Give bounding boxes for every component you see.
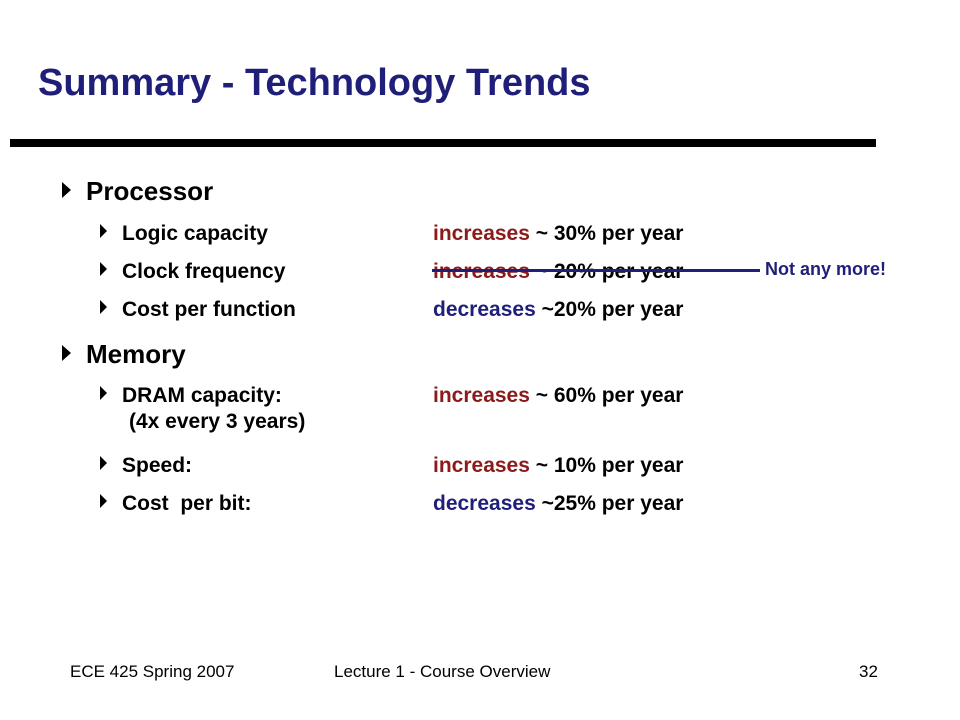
item-trend: increases ~ 30% per year (433, 222, 683, 246)
item-trend: increases ~ 60% per year (433, 384, 683, 408)
bullet-arrow-icon (100, 494, 107, 509)
item-trend: decreases ~20% per year (433, 298, 683, 322)
bullet-arrow-icon (100, 262, 107, 277)
item-label: Cost per function (122, 298, 296, 321)
item-label: Clock frequency (122, 260, 286, 283)
bullet-arrow-icon (62, 182, 71, 199)
footer-course: ECE 425 Spring 2007 (70, 662, 235, 681)
page-number: 32 (859, 662, 878, 681)
trend-verb: increases (433, 384, 530, 407)
strikethrough-line (432, 269, 760, 272)
list-item: Logic capacity increases ~ 30% per year (100, 222, 683, 246)
bullet-heading: Memory (86, 339, 186, 369)
bullet-arrow-icon (100, 224, 107, 239)
trend-amount: ~20% per year (535, 298, 684, 321)
list-item: Clock frequency increases ~ 20% per year (100, 260, 683, 284)
trend-verb: increases (433, 222, 530, 245)
item-sublabel: (4x every 3 years) (129, 410, 306, 433)
bullet-arrow-icon (100, 456, 107, 471)
trend-amount: ~ 10% per year (529, 454, 684, 477)
item-trend: decreases ~25% per year (433, 492, 683, 516)
item-trend: increases ~ 10% per year (433, 454, 683, 478)
list-item: Speed: increases ~ 10% per year (100, 454, 683, 478)
bullet-memory: Memory (62, 339, 186, 370)
bullet-arrow-icon (62, 345, 71, 362)
trend-amount: ~25% per year (535, 492, 684, 515)
item-label: Cost per bit: (122, 492, 252, 515)
list-item: Cost per bit: decreases ~25% per year (100, 492, 683, 516)
list-item: Cost per function decreases ~20% per yea… (100, 298, 683, 322)
list-item: DRAM capacity: (4x every 3 years) increa… (100, 384, 683, 433)
item-trend: increases ~ 20% per year (433, 260, 683, 284)
bullet-arrow-icon (100, 386, 107, 401)
trend-verb: decreases (433, 492, 536, 515)
bullet-heading: Processor (86, 176, 214, 206)
item-label: Speed: (122, 454, 193, 477)
bullet-processor: Processor (62, 176, 213, 207)
trend-amount: ~ 30% per year (529, 222, 684, 245)
footer-lecture: Lecture 1 - Course Overview (334, 662, 551, 681)
item-label: Logic capacity (122, 222, 268, 245)
annotation-note: Not any more! (765, 259, 887, 279)
bullet-arrow-icon (100, 300, 107, 315)
trend-verb: increases (433, 454, 530, 477)
slide-title: Summary - Technology Trends (38, 62, 591, 104)
trend-verb: decreases (433, 298, 536, 321)
item-label: DRAM capacity: (122, 384, 282, 407)
title-divider (10, 139, 876, 147)
trend-amount: ~ 60% per year (529, 384, 684, 407)
